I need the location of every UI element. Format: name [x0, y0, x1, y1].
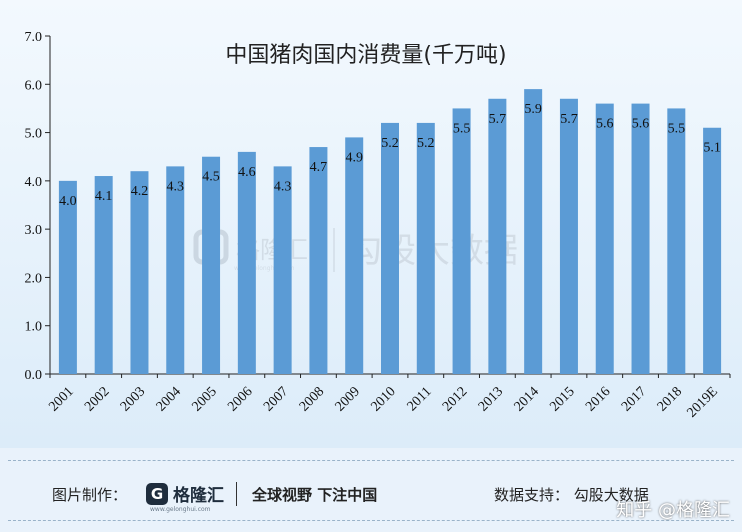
bar [58, 180, 77, 374]
chart-area: 中国猪肉国内消费量(千万吨) 格隆汇 www.gelonghui.com 勾股大… [0, 0, 742, 448]
data-support: 数据支持： 勾股大数据 [494, 486, 649, 504]
x-tick-label: 2004 [154, 384, 184, 414]
platform-watermark: 知乎 @格隆汇 [616, 500, 730, 521]
gelonghui-logo-url: www.gelonghui.com [150, 506, 211, 513]
x-tick-label: 2005 [189, 384, 219, 414]
bar-data-label: 4.6 [238, 165, 256, 180]
bar-data-label: 4.1 [95, 189, 113, 204]
y-tick-label: 1.0 [25, 320, 43, 335]
bar [94, 176, 113, 374]
bar [559, 98, 578, 375]
credit-label: 图片制作： [52, 486, 128, 504]
bar-data-label: 5.7 [489, 112, 507, 127]
bar-data-label: 5.6 [596, 117, 614, 132]
x-tick-label: 2009 [333, 384, 363, 414]
footer: 图片制作： G 格隆汇 www.gelonghui.com 全球视野 下注中国 … [0, 448, 742, 532]
bar [381, 122, 399, 375]
x-tick-label: 2001 [46, 384, 76, 414]
bar-data-label: 4.3 [167, 179, 185, 194]
footer-divider-top [8, 460, 734, 461]
gelonghui-logo-name: 格隆汇 [173, 486, 224, 506]
bar-data-label: 4.7 [310, 160, 328, 175]
bar-data-label: 5.7 [560, 112, 578, 127]
x-tick-label: 2018 [655, 384, 685, 414]
bar [667, 108, 686, 374]
footer-separator [236, 482, 237, 506]
watermark-url: www.gelonghui.com [234, 265, 295, 272]
x-tick-label: 2015 [547, 384, 577, 414]
bar-chart: 中国猪肉国内消费量(千万吨) 格隆汇 www.gelonghui.com 勾股大… [25, 30, 731, 421]
x-tick-label: 2014 [512, 384, 542, 414]
bar-data-label: 4.5 [202, 170, 220, 185]
axis-layer: 0.0 1.0 2.0 3.0 4.0 5.0 6.0 7.0 [25, 30, 731, 383]
bar-data-label: 4.0 [59, 194, 77, 209]
y-tick-label: 0.0 [25, 368, 43, 383]
x-tick-label: 2016 [583, 384, 613, 414]
x-tick-label: 2010 [368, 384, 398, 414]
y-tick-label: 5.0 [25, 127, 43, 142]
y-tick-label: 7.0 [25, 30, 43, 45]
bar-data-label: 5.6 [632, 117, 650, 132]
bar [488, 98, 507, 375]
x-tick-label: 2017 [619, 384, 649, 414]
bars-layer [58, 89, 722, 375]
bar-data-label: 5.2 [417, 136, 435, 151]
bar [416, 122, 435, 375]
bar-data-label: 5.5 [668, 121, 686, 136]
x-tick-label: 2006 [225, 384, 255, 414]
chart-title: 中国猪肉国内消费量(千万吨) [225, 43, 506, 68]
footer-divider-bottom [8, 520, 734, 521]
bar-data-label: 5.9 [524, 102, 542, 117]
bar [273, 166, 292, 374]
y-tick-label: 4.0 [25, 175, 43, 190]
bar [202, 156, 221, 374]
x-tick-label: 2002 [82, 384, 112, 414]
y-tick-label: 6.0 [25, 78, 43, 93]
x-tick-label: 2019E [684, 384, 720, 420]
bar [595, 103, 614, 374]
bar [309, 147, 328, 374]
bar-data-label: 4.2 [131, 184, 149, 199]
bar [166, 166, 185, 374]
y-tick-label: 2.0 [25, 271, 43, 286]
bar [631, 103, 650, 374]
bar-data-label: 4.3 [274, 179, 292, 194]
gelonghui-logo-icon: G [146, 482, 168, 505]
bar [237, 151, 256, 374]
x-tick-label: 2013 [476, 384, 506, 414]
y-tick-label: 3.0 [25, 223, 43, 238]
x-tick-label: 2011 [405, 384, 435, 414]
bar [524, 89, 543, 374]
x-tick-label: 2007 [261, 384, 291, 414]
slogan: 全球视野 下注中国 [252, 486, 378, 504]
x-tick-label: 2003 [118, 384, 148, 414]
x-tick-label: 2008 [297, 384, 327, 414]
bar [452, 108, 471, 374]
bar-data-label: 5.1 [703, 141, 721, 156]
bar [345, 137, 364, 374]
gelonghui-logo: G 格隆汇 [146, 481, 224, 506]
bar [703, 127, 722, 374]
x-tick-label: 2012 [440, 384, 470, 414]
bar-data-label: 5.2 [381, 136, 399, 151]
bar [130, 171, 149, 374]
bar-data-label: 5.5 [453, 121, 471, 136]
bar-data-label: 4.9 [345, 150, 363, 165]
